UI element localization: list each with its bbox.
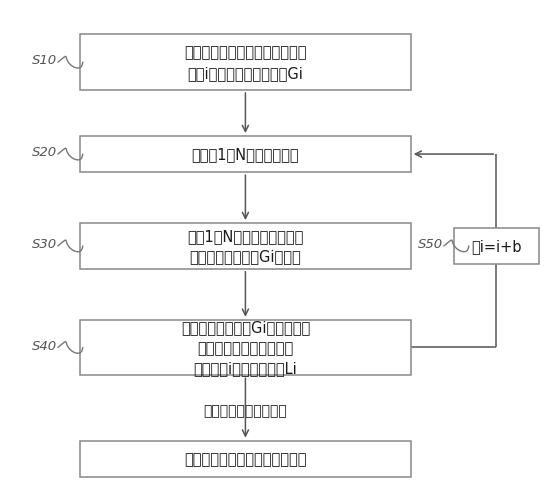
Text: 激光扫完整个待测物面: 激光扫完整个待测物面: [203, 404, 287, 417]
Text: 对第1到N张图像进行融合，
得到融合后的光条Gi的图像: 对第1到N张图像进行融合， 得到融合后的光条Gi的图像: [187, 229, 304, 264]
Text: 提取融合后的光条Gi的中心线，
解算中心线的三维坐标，
作为位置i处的冰形曲线Li: 提取融合后的光条Gi的中心线， 解算中心线的三维坐标， 作为位置i处的冰形曲线L…: [181, 320, 310, 376]
Text: S50: S50: [418, 238, 443, 250]
Text: S40: S40: [32, 339, 57, 352]
FancyBboxPatch shape: [453, 228, 539, 264]
Text: S30: S30: [32, 238, 57, 250]
Text: 令i=i+b: 令i=i+b: [471, 239, 521, 254]
Text: 线激光发生器从待测物面的初始
位置i开始扫描，产生光条Gi: 线激光发生器从待测物面的初始 位置i开始扫描，产生光条Gi: [184, 45, 307, 81]
FancyBboxPatch shape: [80, 224, 411, 269]
FancyBboxPatch shape: [80, 137, 411, 173]
FancyBboxPatch shape: [80, 320, 411, 375]
Text: S20: S20: [32, 146, 57, 159]
FancyBboxPatch shape: [80, 441, 411, 477]
Text: 拍摄第1到N张多光谱图像: 拍摄第1到N张多光谱图像: [192, 147, 299, 162]
Text: 获得待测物面上完整的冰形曲线: 获得待测物面上完整的冰形曲线: [184, 451, 307, 466]
FancyBboxPatch shape: [80, 35, 411, 91]
Text: S10: S10: [32, 54, 57, 67]
